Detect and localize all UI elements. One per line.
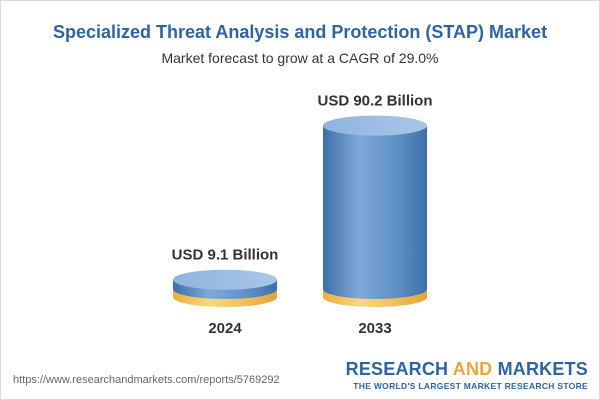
bar-2033-body: [323, 125, 427, 299]
data-label-2033: USD 90.2 Billion: [317, 93, 432, 110]
brand-name: RESEARCH AND MARKETS: [346, 359, 588, 380]
chart-title: Specialized Threat Analysis and Protecti…: [52, 22, 548, 42]
brand-name-part1: RESEARCH: [345, 359, 453, 379]
brand-name-and: AND: [452, 359, 493, 379]
data-label-2024: USD 9.1 Billion: [172, 247, 279, 264]
source-url[interactable]: https://www.researchandmarkets.com/repor…: [13, 374, 280, 386]
brand-tagline: THE WORLD'S LARGEST MARKET RESEARCH STOR…: [353, 381, 588, 391]
bar-2033-top: [323, 115, 427, 136]
brand-name-part3: MARKETS: [492, 359, 588, 379]
category-label-2024: 2024: [208, 320, 242, 337]
category-label-2033: 2033: [358, 320, 391, 337]
bar-2024-top: [173, 269, 277, 290]
brand-logo: RESEARCH AND MARKETS THE WORLD'S LARGEST…: [346, 359, 588, 391]
chart-subtitle: Market forecast to grow at a CAGR of 29.…: [161, 50, 439, 66]
